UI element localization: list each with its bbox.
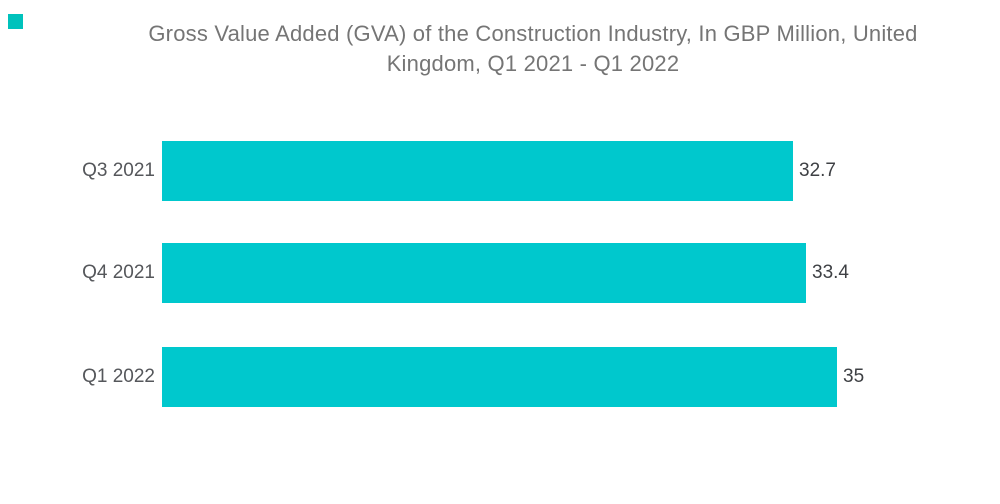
chart-title-line-1: Gross Value Added (GVA) of the Construct… (148, 21, 918, 46)
chart-title: Gross Value Added (GVA) of the Construct… (66, 19, 1000, 79)
bar-row: Q4 2021 33.4 (0, 243, 1000, 303)
brand-mark-square (8, 14, 23, 29)
value-label: 35 (843, 366, 865, 387)
bar-row: Q3 2021 32.7 (0, 141, 1000, 201)
bar (162, 141, 793, 201)
category-label: Q4 2021 (82, 262, 155, 283)
category-label: Q3 2021 (82, 160, 155, 181)
bar (162, 243, 806, 303)
chart-title-line-2: Kingdom, Q1 2021 - Q1 2022 (386, 51, 680, 76)
value-label: 33.4 (812, 262, 849, 283)
value-label: 32.7 (799, 160, 836, 181)
category-label: Q1 2022 (82, 366, 155, 387)
bar (162, 347, 837, 407)
bar-row: Q1 2022 35 (0, 347, 1000, 407)
